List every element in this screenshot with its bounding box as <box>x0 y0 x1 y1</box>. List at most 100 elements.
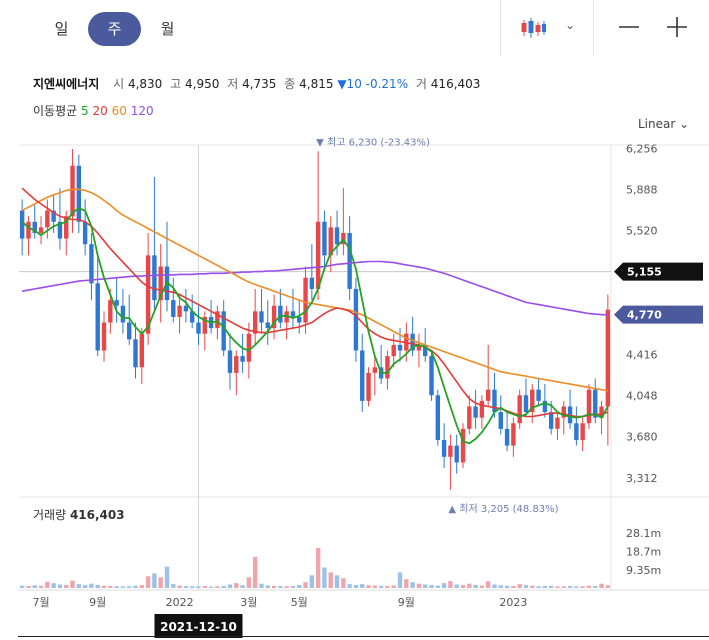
volume-bar <box>139 585 145 588</box>
volume-bar <box>152 573 157 588</box>
volume-bar <box>246 577 252 588</box>
candle-body <box>265 322 270 329</box>
candle-body <box>473 406 478 418</box>
current-price-tag <box>614 305 703 324</box>
volume-bar <box>297 585 302 588</box>
chart-type-button[interactable]: ⌄ <box>500 0 594 56</box>
candle-body <box>57 221 63 239</box>
volume-bar <box>45 581 50 588</box>
candle-body <box>517 395 522 424</box>
chevron-down-icon[interactable]: ⌄ <box>565 18 576 32</box>
current-price-label: 4,770 <box>627 309 662 322</box>
candle-body <box>536 389 541 401</box>
volume-bar <box>145 576 151 588</box>
candle-body <box>309 277 315 289</box>
volume-bar <box>196 586 201 588</box>
volume-bar <box>504 585 510 588</box>
volume-bar <box>454 584 459 588</box>
volume-bar <box>473 584 478 588</box>
scale-mode-button[interactable]: Linear ⌄ <box>638 117 689 131</box>
ma20-legend: 20 <box>92 104 108 118</box>
ref-price-tag <box>614 262 703 281</box>
volume-bar <box>372 585 378 588</box>
candle-body <box>498 412 503 429</box>
scale-mode-label: Linear <box>638 117 676 131</box>
candle-body <box>183 305 189 312</box>
y-tick-label: 6,256 <box>626 142 658 155</box>
volume-bar <box>404 579 409 588</box>
top-toolbar: 일 주 월 ⌄ <box>0 0 709 60</box>
tab-monthly[interactable]: 월 <box>160 20 175 38</box>
candle-body <box>347 232 352 289</box>
high-label: 고 <box>170 77 182 91</box>
volume-bar <box>227 584 233 588</box>
candle-body <box>429 356 434 396</box>
candle-body <box>542 400 548 413</box>
ma60-legend: 60 <box>111 104 127 118</box>
tab-daily[interactable]: 일 <box>54 20 69 38</box>
volume-bar <box>215 586 220 588</box>
candle-body <box>574 423 579 441</box>
candle-body <box>82 221 88 245</box>
zoom-out-button[interactable] <box>616 14 642 40</box>
tab-weekly[interactable]: 주 <box>88 12 141 46</box>
volume-bar <box>441 583 447 588</box>
volume-bar <box>101 585 107 588</box>
candle-body <box>460 428 466 463</box>
candle-body <box>385 356 390 379</box>
volume-bar <box>586 585 592 588</box>
candle-body <box>145 255 151 334</box>
volume-bar <box>32 585 37 588</box>
x-tick-label: 2023 <box>499 596 527 609</box>
y-tick-label: 3,312 <box>626 472 658 485</box>
volume-bar <box>341 578 346 588</box>
volume-bar <box>82 585 88 588</box>
volume-bar <box>378 585 384 588</box>
volume-bar <box>530 585 535 588</box>
open-label: 시 <box>113 77 125 91</box>
low-label: 저 <box>227 77 239 91</box>
volume-bar <box>271 585 277 588</box>
plus-icon <box>667 17 687 37</box>
candle-body <box>38 227 44 233</box>
volume-bar <box>542 586 548 588</box>
volume-bar <box>322 567 327 588</box>
zoom-in-button[interactable] <box>664 14 690 40</box>
volume-bar <box>133 585 138 588</box>
candle-body <box>334 227 340 245</box>
moving-average-legend[interactable]: 이동평균 5 20 60 120 <box>33 102 154 119</box>
ma120-legend: 120 <box>130 104 154 118</box>
candle-body <box>353 288 359 351</box>
candle-body <box>202 316 207 334</box>
candle-body <box>580 423 585 441</box>
candle-body <box>360 350 365 401</box>
candle-body <box>215 311 220 329</box>
candle-body <box>32 221 37 233</box>
x-tick-label: 9월 <box>89 596 106 609</box>
candle-body <box>246 333 252 362</box>
candle-body <box>303 277 308 323</box>
volume-bar <box>511 586 516 588</box>
period-tabs: 일 주 월 <box>35 12 194 46</box>
candle-body <box>372 367 378 373</box>
volume-bar <box>164 566 170 588</box>
volume-bar <box>234 583 239 588</box>
candle-body <box>26 221 31 239</box>
candle-body <box>492 389 497 413</box>
x-tick-label: 9월 <box>398 596 415 609</box>
candle-body <box>593 389 598 418</box>
volume-bar <box>467 583 472 588</box>
candle-body <box>278 305 283 323</box>
candle-body <box>259 311 264 323</box>
candle-body <box>240 356 245 362</box>
candle-body <box>485 389 491 401</box>
volume-bar <box>64 584 69 588</box>
volume-bar <box>485 581 491 588</box>
volume-bar <box>259 583 264 588</box>
close-value: 4,815 <box>299 77 334 91</box>
candle-body <box>189 311 195 323</box>
volume-bar <box>448 581 453 588</box>
x-tick-label: 5월 <box>291 596 308 609</box>
ma20-line <box>21 187 609 418</box>
